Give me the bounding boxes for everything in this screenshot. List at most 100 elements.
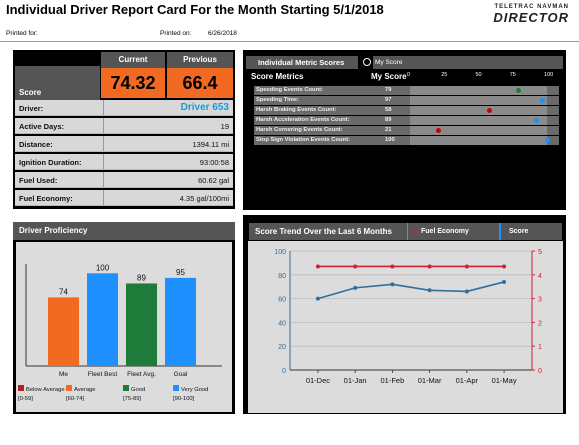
my-score-radio[interactable] (363, 58, 371, 66)
score-panel: Current Previous Score 74.32 66.4 Driver… (13, 50, 235, 209)
score-metrics-header: Score Metrics (251, 72, 304, 81)
trend-series-point (502, 264, 507, 269)
stat-value: 60.62 gal (198, 176, 229, 185)
metric-row: Stop Sign Violation Events Count: 100 (254, 136, 559, 145)
metric-axis-tick: 100 (544, 72, 554, 78)
score-legend-label: Score (509, 228, 529, 235)
trend-series-point (353, 285, 358, 290)
legend-label: Below Average (26, 387, 65, 393)
proficiency-chart: 74 Me 100 Fleet Best 89 Fleet Avg. 95 Goal Below… (18, 263, 222, 402)
trend-ytick-right: 2 (538, 320, 542, 327)
trend-series-point (427, 288, 432, 293)
trend-ytick-right: 1 (538, 344, 542, 351)
prof-bar-value: 89 (137, 273, 146, 282)
brand-main-text: DIRECTOR (493, 10, 569, 25)
metric-label: Speeding Events Count: (256, 87, 323, 93)
stat-divider (103, 172, 104, 187)
stat-label: Distance: (19, 140, 53, 149)
report-title: Individual Driver Report Card For the Mo… (6, 2, 384, 17)
prof-bar-value: 95 (176, 268, 185, 277)
trend-ytick-left: 40 (278, 320, 286, 327)
legend-range: [0-59] (18, 396, 33, 402)
trend-series-point (464, 264, 469, 269)
stat-value: 93:00:58 (199, 158, 229, 167)
metric-value: 97 (385, 97, 392, 103)
prof-bar (48, 297, 79, 366)
metric-bar-zone (410, 106, 547, 115)
metric-label: Harsh Acceleration Events Count: (256, 117, 350, 123)
stat-label: Driver: (19, 104, 44, 113)
stat-row: Ignition Duration: 93:00:58 (15, 154, 233, 170)
metric-score-dot (533, 118, 539, 123)
trend-x-label: 01-Feb (381, 376, 405, 385)
brand-top-text: TELETRAC NAVMAN (494, 4, 569, 10)
metric-panel: Individual Metric Scores My Score Score … (243, 50, 566, 210)
stat-label: Ignition Duration: (19, 158, 82, 167)
trend-ytick-left: 100 (274, 249, 286, 256)
trend-series-point (427, 264, 432, 269)
metric-bar-zone (410, 96, 547, 105)
trend-series-point (464, 289, 469, 294)
proficiency-title: Driver Proficiency (13, 222, 235, 240)
metric-row: Harsh Cornering Events Count: 21 (254, 126, 559, 135)
metric-bar-zone (410, 126, 547, 135)
printed-on-value: 6/26/2018 (208, 30, 237, 37)
legend-range: [75-89] (123, 396, 141, 402)
stat-value: Driver 653 (180, 102, 229, 113)
metric-value: 21 (385, 127, 392, 133)
trend-x-label: 01-Mar (418, 376, 442, 385)
prof-category-label: Goal (174, 371, 188, 378)
trend-chart: 0 20 40 60 80 100 0 1 2 3 4 5 01-Dec 01-Jan 01-Feb 01-M… (274, 249, 542, 385)
trend-series-point (315, 296, 320, 301)
metric-axis-tick: 25 (441, 72, 448, 78)
my-score-radio-label[interactable]: My Score (373, 56, 563, 69)
fuel-legend-swatch (412, 230, 418, 232)
metric-value: 58 (385, 107, 392, 113)
trend-series-line (317, 281, 505, 300)
metric-value: 89 (385, 117, 392, 123)
legend-label: Very Good (181, 387, 208, 393)
fuel-legend-label: Fuel Economy (421, 228, 469, 235)
legend-swatch (123, 385, 129, 391)
stat-divider (103, 190, 104, 205)
metric-value: 100 (385, 137, 395, 143)
legend-range: [60-74] (66, 396, 84, 402)
metric-score-dot (486, 108, 492, 113)
trend-ytick-right: 3 (538, 297, 542, 304)
current-score: 74.32 (101, 68, 165, 98)
trend-ytick-right: 4 (538, 273, 542, 280)
stat-row: Distance: 1394.11 mi (15, 136, 233, 152)
stat-divider (103, 154, 104, 169)
trend-ytick-right: 0 (538, 368, 542, 375)
stat-row: Active Days: 19 (15, 118, 233, 134)
score-label: Score (15, 66, 100, 100)
trend-title: Score Trend Over the Last 6 Months (255, 227, 392, 236)
prof-category-label: Fleet Avg. (127, 371, 156, 378)
proficiency-panel: Driver Proficiency 74 Me 100 Fleet Best 89 Fl… (13, 222, 235, 414)
prof-bar-value: 74 (59, 287, 68, 296)
metric-label: Harsh Braking Events Count: (256, 107, 337, 113)
legend-swatch (66, 385, 72, 391)
metric-label: Stop Sign Violation Events Count: (256, 137, 350, 143)
printed-for-label: Printed for: (6, 30, 38, 37)
metric-bar-zone (410, 136, 550, 145)
metric-row: Speeding Time: 97 (254, 96, 559, 105)
trend-x-label: 01-Jan (344, 376, 367, 385)
stat-label: Fuel Used: (19, 176, 58, 185)
metric-row: Harsh Braking Events Count: 58 (254, 106, 559, 115)
trend-x-label: 01-May (492, 376, 517, 385)
trend-series-point (390, 282, 395, 287)
trend-ytick-left: 20 (278, 344, 286, 351)
trend-x-label: 01-Dec (306, 376, 330, 385)
metric-row: Speeding Events Count: 79 (254, 86, 559, 95)
trend-series-point (390, 264, 395, 269)
prof-bar (87, 273, 118, 366)
stat-label: Fuel Economy: (19, 194, 73, 203)
stat-value: 19 (220, 122, 229, 131)
printed-on-label: Printed on: (160, 30, 192, 37)
metric-axis-tick: 0 (407, 72, 411, 78)
stat-divider (103, 100, 104, 115)
prof-bar (126, 283, 157, 366)
stat-row: Fuel Economy: 4.35 gal/100mi (15, 190, 233, 206)
brand-logo: TELETRAC NAVMAN DIRECTOR (493, 4, 569, 25)
